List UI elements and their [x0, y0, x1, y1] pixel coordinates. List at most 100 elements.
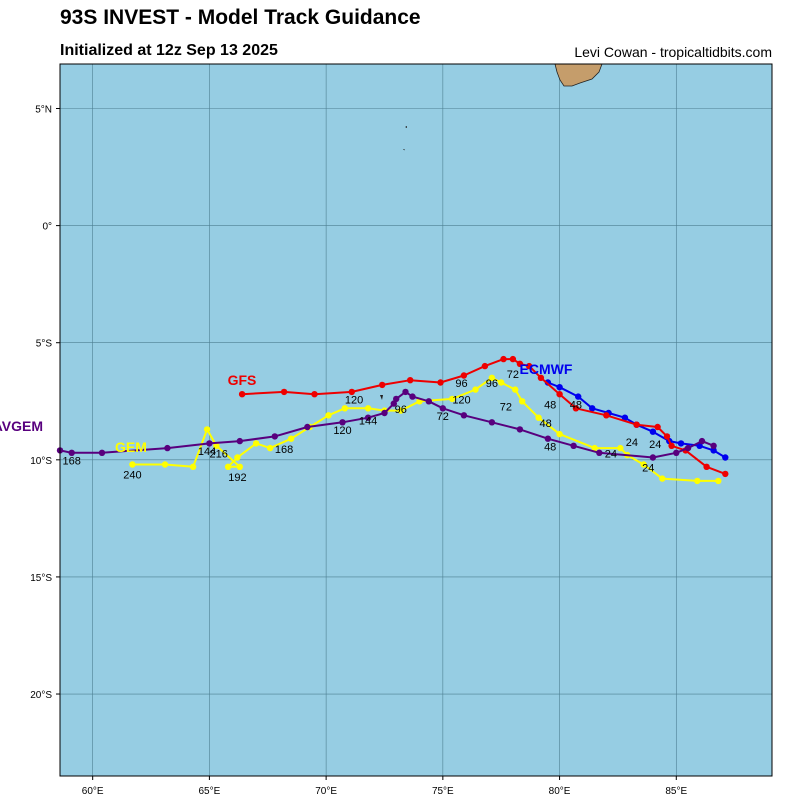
- track-point: [164, 444, 171, 452]
- lat-tick-label: 15°S: [30, 573, 52, 584]
- track-point: [364, 414, 372, 421]
- forecast-hour-label: 72: [500, 402, 512, 414]
- track-point: [189, 463, 197, 470]
- track-point: [572, 405, 580, 412]
- lon-tick-label: 80°E: [549, 786, 571, 797]
- forecast-hour-label: 192: [228, 472, 246, 484]
- track-point: [694, 477, 701, 485]
- land-masses: [380, 63, 603, 400]
- track-point: [472, 386, 479, 393]
- track-point: [654, 423, 661, 431]
- track-point: [481, 362, 489, 370]
- track-point: [535, 414, 542, 421]
- track-point: [575, 393, 582, 400]
- track-gfs: [238, 355, 729, 478]
- forecast-hour-label: 96: [486, 378, 498, 390]
- track-point: [649, 454, 657, 461]
- track-point: [252, 440, 260, 447]
- track-point: [722, 454, 729, 461]
- forecast-hour-labels: 2424487296120168192216240482472489612024…: [63, 369, 662, 484]
- lat-tick-label: 0°: [42, 222, 52, 233]
- track-avgem: [56, 388, 717, 461]
- track-point: [722, 470, 729, 478]
- track-point: [390, 400, 397, 407]
- model-tracks: [56, 355, 729, 485]
- model-label-gem: GEM: [115, 439, 147, 455]
- forecast-hour-label: 72: [507, 369, 519, 381]
- track-point: [98, 449, 106, 456]
- track-point: [544, 435, 552, 442]
- track-point: [129, 461, 136, 468]
- lon-tick-label: 60°E: [82, 786, 104, 797]
- lon-tick-label: 85°E: [665, 786, 687, 797]
- track-point: [304, 423, 311, 431]
- track-point: [460, 372, 468, 379]
- track-point: [663, 433, 671, 440]
- lon-tick-label: 65°E: [199, 786, 221, 797]
- lat-tick-label: 5°N: [35, 105, 52, 116]
- track-point: [381, 409, 388, 417]
- track-point: [603, 412, 610, 419]
- map-title: 93S INVEST - Model Track Guidance: [60, 6, 421, 29]
- track-point: [402, 388, 409, 396]
- island-speck-2: [403, 149, 405, 151]
- forecast-hour-label: 24: [642, 463, 654, 475]
- track-point: [526, 362, 533, 370]
- track-point: [339, 419, 346, 426]
- track-point: [271, 433, 278, 440]
- track-point: [409, 393, 416, 400]
- track-point: [512, 386, 519, 393]
- forecast-hour-label: 120: [345, 395, 363, 407]
- track-point: [668, 442, 675, 449]
- lat-tick-label: 10°S: [30, 456, 52, 467]
- track-point: [280, 388, 288, 396]
- track-point: [213, 442, 220, 449]
- track-point: [556, 384, 563, 391]
- forecast-hour-label: 48: [544, 441, 556, 453]
- model-label-ecmwf: ECMWF: [520, 361, 573, 377]
- track-point: [266, 444, 274, 452]
- track-point: [703, 463, 710, 470]
- ocean-background: [60, 64, 772, 776]
- track-point: [161, 461, 169, 468]
- forecast-hour-label: 120: [452, 395, 470, 407]
- track-point: [715, 477, 722, 485]
- map-frame: [59, 63, 773, 777]
- forecast-hour-label: 24: [649, 439, 661, 451]
- track-point: [659, 475, 666, 482]
- track-point: [287, 435, 295, 442]
- track-point: [203, 426, 211, 433]
- track-point: [509, 355, 517, 363]
- track-point: [516, 360, 524, 367]
- track-point: [633, 421, 640, 428]
- track-point: [684, 444, 692, 452]
- track-point: [710, 447, 717, 454]
- track-point: [236, 463, 243, 470]
- track-point: [311, 391, 318, 398]
- track-point: [556, 391, 563, 398]
- track-point: [236, 437, 243, 445]
- track-point: [364, 405, 372, 412]
- model-label-gfs: GFS: [228, 372, 257, 388]
- forecast-hour-label: 48: [544, 399, 556, 411]
- track-point: [488, 419, 496, 426]
- track-point: [677, 440, 685, 447]
- track-point: [234, 454, 241, 461]
- track-point: [710, 442, 717, 449]
- track-point: [649, 428, 657, 435]
- track-point: [460, 412, 468, 419]
- track-point: [379, 381, 386, 389]
- track-point: [437, 379, 444, 386]
- track-point: [397, 407, 404, 414]
- axis-ticks: 60°E 65°E 70°E 75°E 80°E 85°E 5°N 0° 5°S 10°S 15°S…: [30, 105, 687, 798]
- track-point: [393, 395, 400, 403]
- track-point: [341, 405, 348, 412]
- track-point: [449, 395, 456, 403]
- track-point: [640, 461, 647, 468]
- model-label-avgem: AVGEM: [0, 418, 43, 434]
- model-name-labels: GEM ECMWF GFS AVGEM: [0, 361, 573, 455]
- track-point: [621, 414, 629, 421]
- track-point: [407, 377, 414, 384]
- forecast-hour-label: 168: [275, 444, 293, 456]
